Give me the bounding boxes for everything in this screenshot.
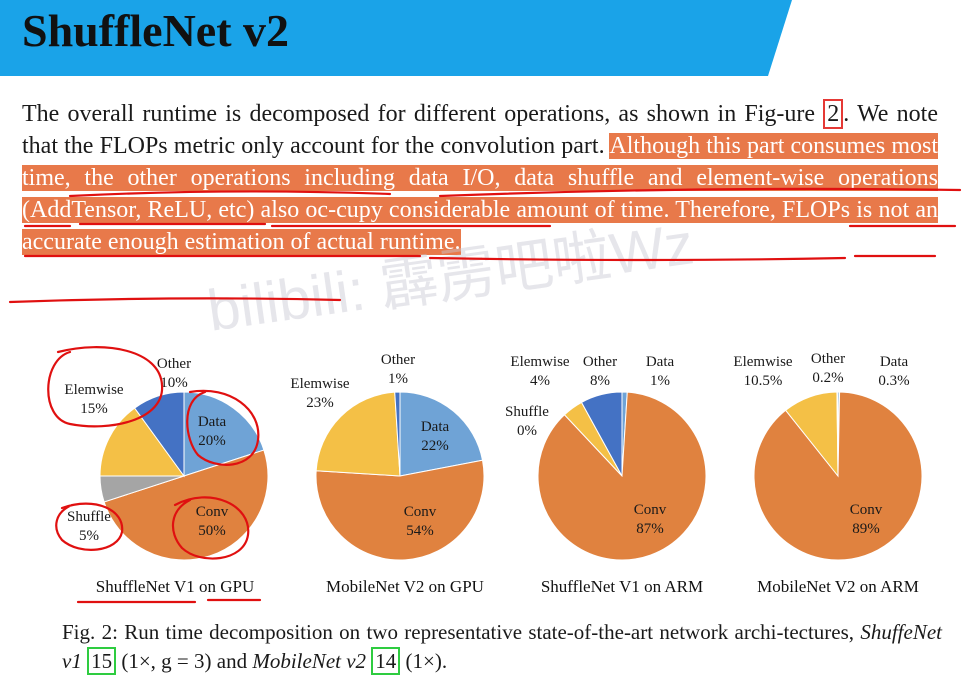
slice-value-conv: 89% (852, 521, 880, 537)
slice-value-elemwise: 23% (306, 395, 334, 411)
pie-slice-elemwise (315, 391, 401, 477)
figure-caption: Fig. 2: Run time decomposition on two re… (62, 618, 942, 676)
chart-subcaption: MobileNet V2 on GPU (326, 577, 484, 596)
caption-text: Fig. 2: Run time decomposition on two re… (62, 620, 861, 644)
slice-label-other: Other (381, 352, 415, 368)
slice-label-other: Other (157, 356, 191, 372)
slice-value-shuffle: 0% (517, 423, 537, 439)
slice-value-conv: 50% (198, 523, 226, 539)
title-banner (0, 0, 792, 76)
pie-chart-4: Data 0.3% Conv 89% Elemwise 10.5% Other 0.2% Mob… (733, 351, 923, 596)
slice-value-data: 20% (198, 433, 226, 449)
caption-text-end: (1×). (400, 649, 448, 673)
underline-stroke (428, 256, 847, 262)
chart-subcaption: MobileNet V2 on ARM (757, 577, 919, 596)
pie-slice-other (394, 391, 401, 477)
pie-chart-2: Data 22% Conv 54% Elemwise 23% Other 1% MobileNe… (290, 352, 485, 596)
slice-value-conv: 54% (406, 523, 434, 539)
slice-label-shuffle: Shuffle (67, 509, 111, 525)
slice-label-elemwise: Elemwise (290, 376, 349, 392)
slice-label-elemwise: Elemwise (64, 382, 123, 398)
slice-value-other: 1% (388, 371, 408, 387)
pie-slice-other (836, 391, 839, 477)
pie-slice-conv (315, 459, 485, 561)
slice-value-other: 0.2% (812, 370, 843, 386)
caption-model-1: ShuffeNet v1 (62, 620, 942, 673)
slice-value-elemwise: 4% (530, 373, 550, 389)
slice-value-elemwise: 15% (80, 401, 108, 417)
paragraph-text-2: . We note that the FLOPs metric only acc… (22, 101, 938, 159)
slice-label-data: Data (646, 354, 675, 370)
slice-label-data: Data (198, 414, 227, 430)
pie-chart-1: Data 20% Conv 50% Shuffle 5% Elemwise 15% Other 1… (64, 356, 269, 596)
slice-value-other: 10% (160, 375, 188, 391)
slice-value-conv: 87% (636, 521, 664, 537)
slice-label-other: Other (811, 351, 845, 367)
pie-slice-data (399, 391, 484, 477)
slice-label-elemwise: Elemwise (733, 354, 792, 370)
pie-chart-3: Data 1% Conv 87% Shuffle 0% Elemwise 4% Other 8% S… (505, 354, 707, 596)
banner-shape (0, 0, 792, 76)
chart-subcaption: ShuffleNet V1 on ARM (541, 577, 703, 596)
slice-label-elemwise: Elemwise (510, 354, 569, 370)
slice-value-data: 0.3% (878, 373, 909, 389)
pie-slice-other (580, 391, 623, 477)
slice-label-conv: Conv (634, 502, 667, 518)
slice-label-shuffle: Shuffle (505, 404, 549, 420)
slice-value-data: 22% (421, 438, 449, 454)
slice-value-shuffle: 5% (79, 528, 99, 544)
citation-link-14[interactable]: 14 (371, 647, 401, 675)
pie-slice-conv (753, 391, 923, 561)
paragraph-text-1: The overall runtime is decomposed for di… (22, 101, 824, 127)
figure-ref-link[interactable]: 2 (823, 99, 844, 129)
slice-label-conv: Conv (196, 504, 229, 520)
slice-label-conv: Conv (404, 504, 437, 520)
chart-subcaption: ShuffleNet V1 on GPU (96, 577, 255, 596)
slice-value-elemwise: 10.5% (744, 373, 783, 389)
slide-title: ShuffleNet v2 (22, 5, 290, 56)
paper-paragraph: The overall runtime is decomposed for di… (22, 98, 938, 258)
slice-label-conv: Conv (850, 502, 883, 518)
slice-value-data: 1% (650, 373, 670, 389)
caption-text-mid: (1×, g = 3) and (116, 649, 253, 673)
slice-label-data: Data (421, 419, 450, 435)
citation-link-15[interactable]: 15 (87, 647, 117, 675)
slice-label-other: Other (583, 354, 617, 370)
slice-value-other: 8% (590, 373, 610, 389)
underline-stroke (8, 297, 342, 304)
caption-model-2: MobileNet v2 (252, 649, 367, 673)
pie-charts-figure: Data 20% Conv 50% Shuffle 5% Elemwise 15% Other 1… (64, 351, 923, 596)
slice-label-data: Data (880, 354, 909, 370)
